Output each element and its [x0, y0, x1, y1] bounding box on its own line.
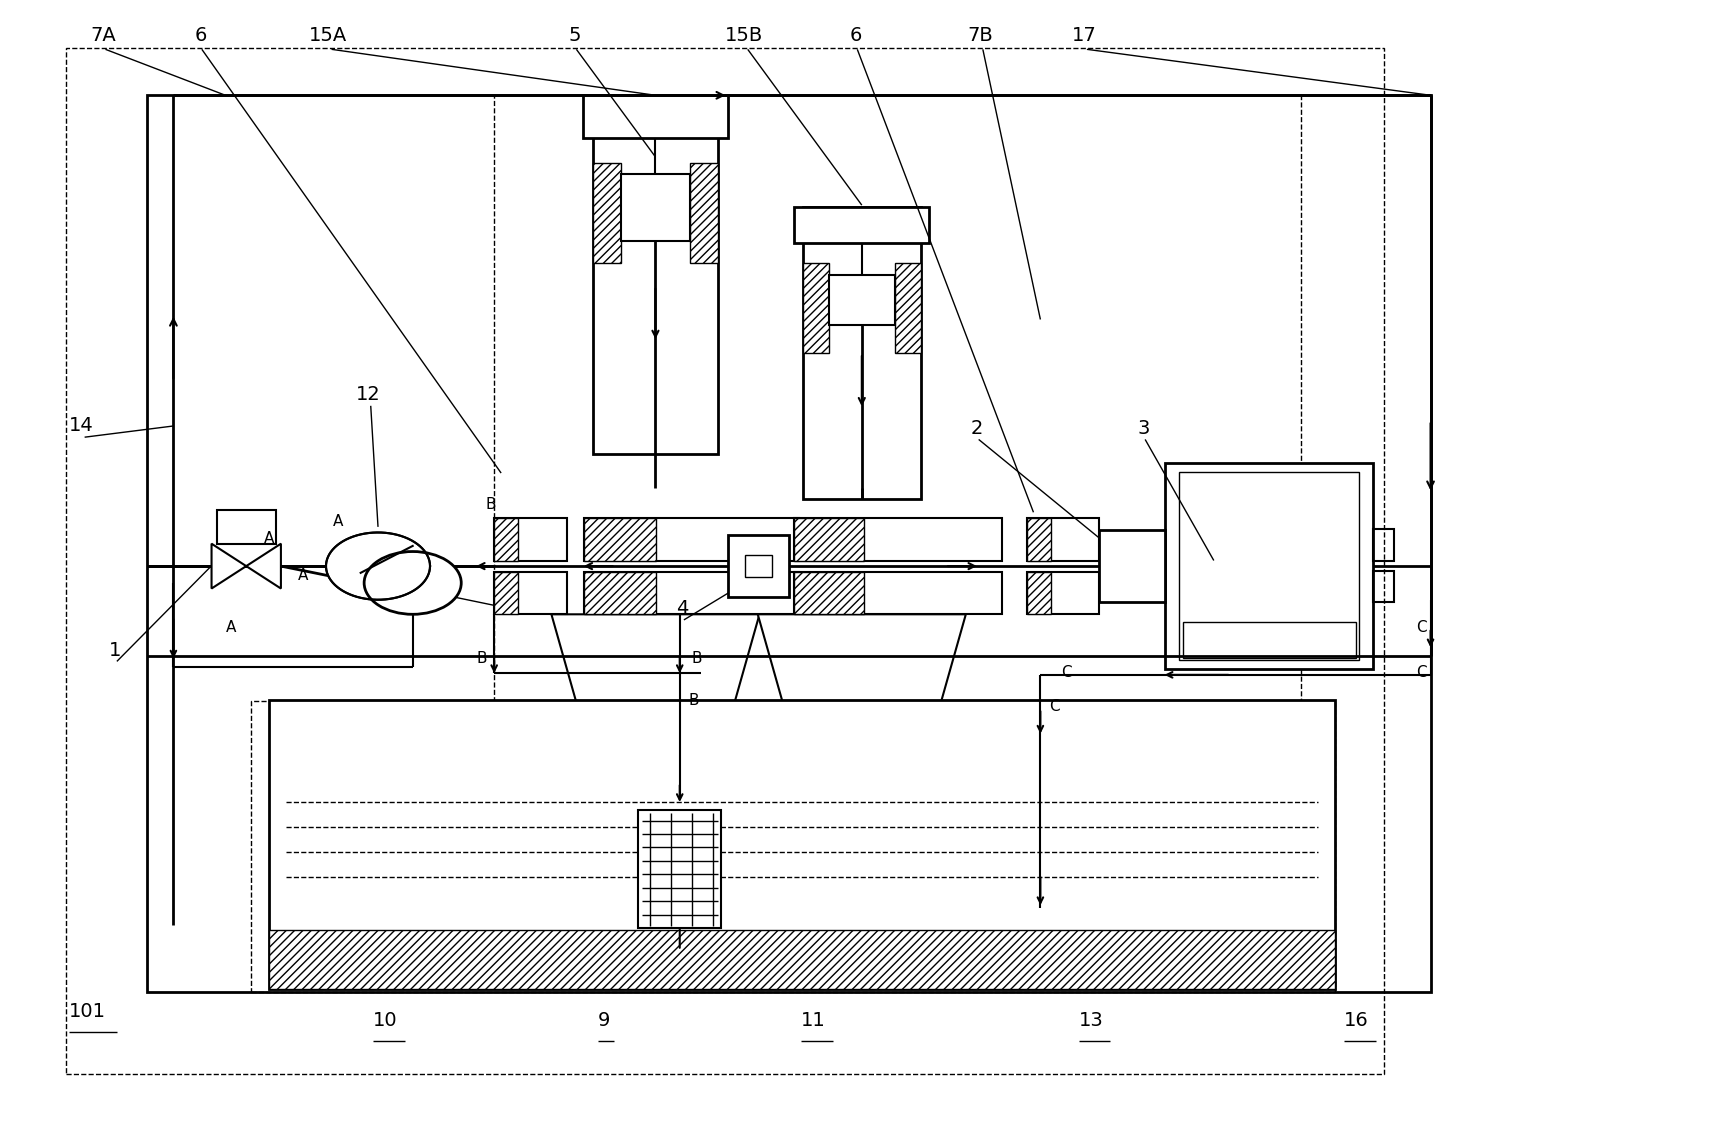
Text: 1: 1 — [109, 641, 121, 659]
Text: A: A — [298, 567, 309, 583]
Text: C: C — [1417, 665, 1427, 680]
Bar — [803, 263, 829, 353]
Polygon shape — [246, 544, 281, 589]
Bar — [1165, 463, 1373, 669]
Bar — [794, 518, 864, 560]
Bar — [494, 572, 518, 614]
Bar — [66, 48, 1384, 1074]
Bar — [494, 518, 518, 560]
Text: 5: 5 — [569, 27, 581, 45]
Text: 16: 16 — [1344, 1011, 1368, 1029]
Circle shape — [364, 552, 461, 614]
Bar — [794, 572, 1002, 614]
Text: 6: 6 — [850, 27, 862, 45]
Bar — [1183, 622, 1356, 658]
Polygon shape — [758, 614, 966, 706]
Text: B: B — [692, 650, 702, 666]
Bar — [269, 930, 1335, 989]
Circle shape — [326, 532, 430, 600]
Bar — [794, 518, 1002, 560]
Text: C: C — [1049, 698, 1059, 714]
Bar — [584, 518, 655, 560]
Bar — [638, 810, 721, 928]
Bar — [494, 95, 1300, 706]
Bar — [728, 536, 789, 596]
Text: 11: 11 — [801, 1011, 825, 1029]
Bar — [746, 555, 773, 577]
Bar — [584, 572, 655, 614]
Text: 4: 4 — [676, 600, 688, 618]
Bar — [494, 518, 567, 560]
Bar — [584, 572, 799, 614]
Text: C: C — [1417, 620, 1427, 636]
Bar — [1179, 472, 1359, 660]
Text: A: A — [264, 530, 274, 546]
Text: 7A: 7A — [90, 27, 116, 45]
Bar — [690, 163, 718, 263]
Polygon shape — [212, 544, 246, 589]
Polygon shape — [551, 614, 759, 706]
Bar — [794, 572, 864, 614]
Bar — [794, 207, 929, 243]
Bar — [593, 163, 621, 263]
Text: 7B: 7B — [968, 27, 994, 45]
Bar — [251, 701, 1335, 992]
Bar — [584, 518, 799, 560]
Text: 8: 8 — [378, 563, 390, 581]
Text: A: A — [225, 620, 236, 636]
Text: A: A — [333, 513, 343, 529]
Bar — [803, 207, 921, 499]
Bar — [593, 95, 718, 454]
Bar — [494, 572, 567, 614]
Bar — [217, 510, 276, 544]
Text: 101: 101 — [69, 1002, 106, 1020]
Bar — [895, 263, 921, 353]
Bar — [1027, 572, 1099, 614]
Bar — [829, 275, 895, 325]
Bar — [621, 174, 690, 241]
Text: B: B — [477, 650, 487, 666]
Text: C: C — [1061, 665, 1072, 680]
Text: 3: 3 — [1138, 419, 1150, 437]
Text: 14: 14 — [69, 417, 94, 435]
Text: 15A: 15A — [309, 27, 347, 45]
Text: B: B — [486, 497, 496, 512]
Text: 17: 17 — [1072, 27, 1096, 45]
Bar — [147, 95, 1431, 992]
Bar — [583, 95, 728, 138]
Text: 9: 9 — [598, 1011, 610, 1029]
Text: 12: 12 — [355, 386, 380, 404]
Text: 13: 13 — [1079, 1011, 1103, 1029]
Bar — [1027, 572, 1051, 614]
Text: B: B — [688, 693, 699, 708]
Bar — [269, 700, 1335, 989]
Text: 15B: 15B — [725, 27, 763, 45]
Text: 2: 2 — [971, 419, 983, 437]
Text: 6: 6 — [194, 27, 206, 45]
Text: 10: 10 — [373, 1011, 397, 1029]
Bar — [1099, 530, 1165, 602]
Bar — [1027, 518, 1099, 560]
Bar — [1373, 529, 1394, 560]
Bar — [1027, 518, 1051, 560]
Bar — [1373, 571, 1394, 602]
